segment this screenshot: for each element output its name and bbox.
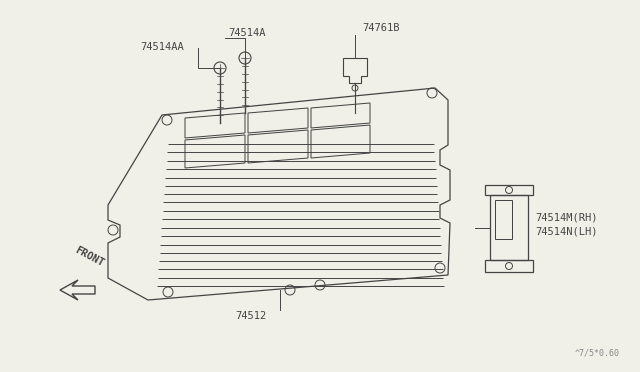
Text: 74514M(RH): 74514M(RH) [535, 213, 598, 223]
Bar [485, 260, 533, 272]
Bar [490, 195, 528, 260]
Text: 74761B: 74761B [362, 23, 399, 33]
Text: 74514N(LH): 74514N(LH) [535, 227, 598, 237]
Text: ^7/5*0.60: ^7/5*0.60 [575, 349, 620, 358]
Bar [485, 185, 533, 195]
Text: 74512: 74512 [235, 311, 266, 321]
Text: 74514AA: 74514AA [140, 42, 184, 52]
Text: FRONT: FRONT [73, 244, 106, 268]
Text: 74514A: 74514A [228, 28, 266, 38]
Bar [495, 200, 512, 239]
